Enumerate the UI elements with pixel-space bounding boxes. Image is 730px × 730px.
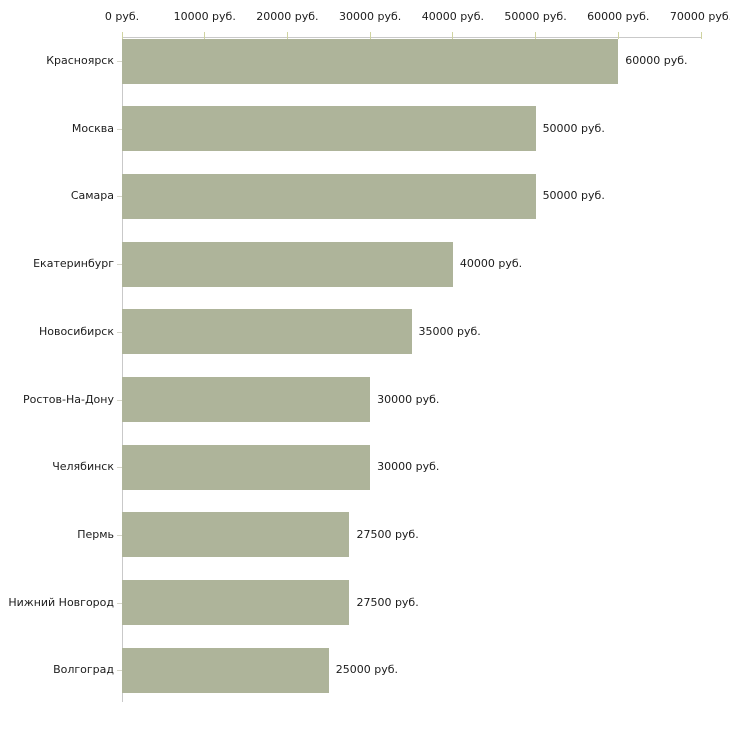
category-label: Новосибирск <box>38 324 114 338</box>
bar <box>122 173 536 219</box>
value-label: 60000 руб. <box>625 54 688 67</box>
bar <box>122 241 453 287</box>
x-tick-mark <box>204 32 206 39</box>
value-label: 30000 руб. <box>377 392 440 406</box>
category-label: Волгоград <box>53 663 114 677</box>
y-tick-mark <box>117 399 122 401</box>
x-tick-label: 20000 руб. <box>256 10 319 23</box>
y-tick-mark <box>117 128 122 130</box>
x-tick-mark <box>700 32 702 39</box>
category-label: Екатеринбург <box>33 257 114 271</box>
y-tick-mark <box>117 264 122 266</box>
y-tick-mark <box>117 670 122 672</box>
category-label: Самара <box>70 189 114 203</box>
value-label: 27500 руб. <box>356 527 419 541</box>
x-tick-mark <box>369 32 371 39</box>
bar <box>122 512 350 558</box>
x-tick-mark <box>535 32 537 39</box>
x-tick-mark <box>452 32 454 39</box>
value-label: 30000 руб. <box>377 460 440 474</box>
bar <box>122 580 350 626</box>
x-tick-label: 70000 руб. <box>669 10 730 23</box>
x-tick-label: 30000 руб. <box>339 10 402 23</box>
bar <box>122 377 371 422</box>
x-tick-label: 50000 руб. <box>504 10 567 23</box>
value-label: 50000 руб. <box>542 189 605 203</box>
bar <box>122 647 329 693</box>
bar <box>122 309 412 355</box>
value-label: 35000 руб. <box>418 324 481 338</box>
category-label: Москва <box>71 121 114 135</box>
x-tick-mark <box>121 32 123 39</box>
y-tick-mark <box>117 196 122 198</box>
x-tick-label: 60000 руб. <box>587 10 650 23</box>
x-tick-label: 0 руб. <box>104 10 140 23</box>
y-tick-mark <box>117 61 122 62</box>
y-tick-mark <box>117 534 122 536</box>
category-label: Пермь <box>77 527 114 541</box>
category-label: Челябинск <box>52 460 114 474</box>
category-label: Ростов-На-Дону <box>22 392 114 406</box>
x-tick-label: 10000 руб. <box>173 10 236 23</box>
bar <box>122 106 536 152</box>
y-axis-line <box>122 37 123 702</box>
x-tick-label: 40000 руб. <box>421 10 484 23</box>
bar <box>122 38 619 84</box>
y-tick-mark <box>117 467 122 469</box>
value-label: 27500 руб. <box>356 595 419 609</box>
x-tick-mark <box>617 32 619 39</box>
value-label: 50000 руб. <box>542 121 605 135</box>
value-label: 40000 руб. <box>459 257 523 271</box>
y-tick-mark <box>117 331 122 333</box>
category-label: Нижний Новгород <box>8 595 114 609</box>
value-label: 25000 руб. <box>335 663 399 677</box>
category-label: Красноярск <box>46 54 114 67</box>
x-tick-mark <box>286 32 288 39</box>
x-axis-line <box>122 37 701 38</box>
y-tick-mark <box>117 602 122 604</box>
bar <box>122 444 371 490</box>
